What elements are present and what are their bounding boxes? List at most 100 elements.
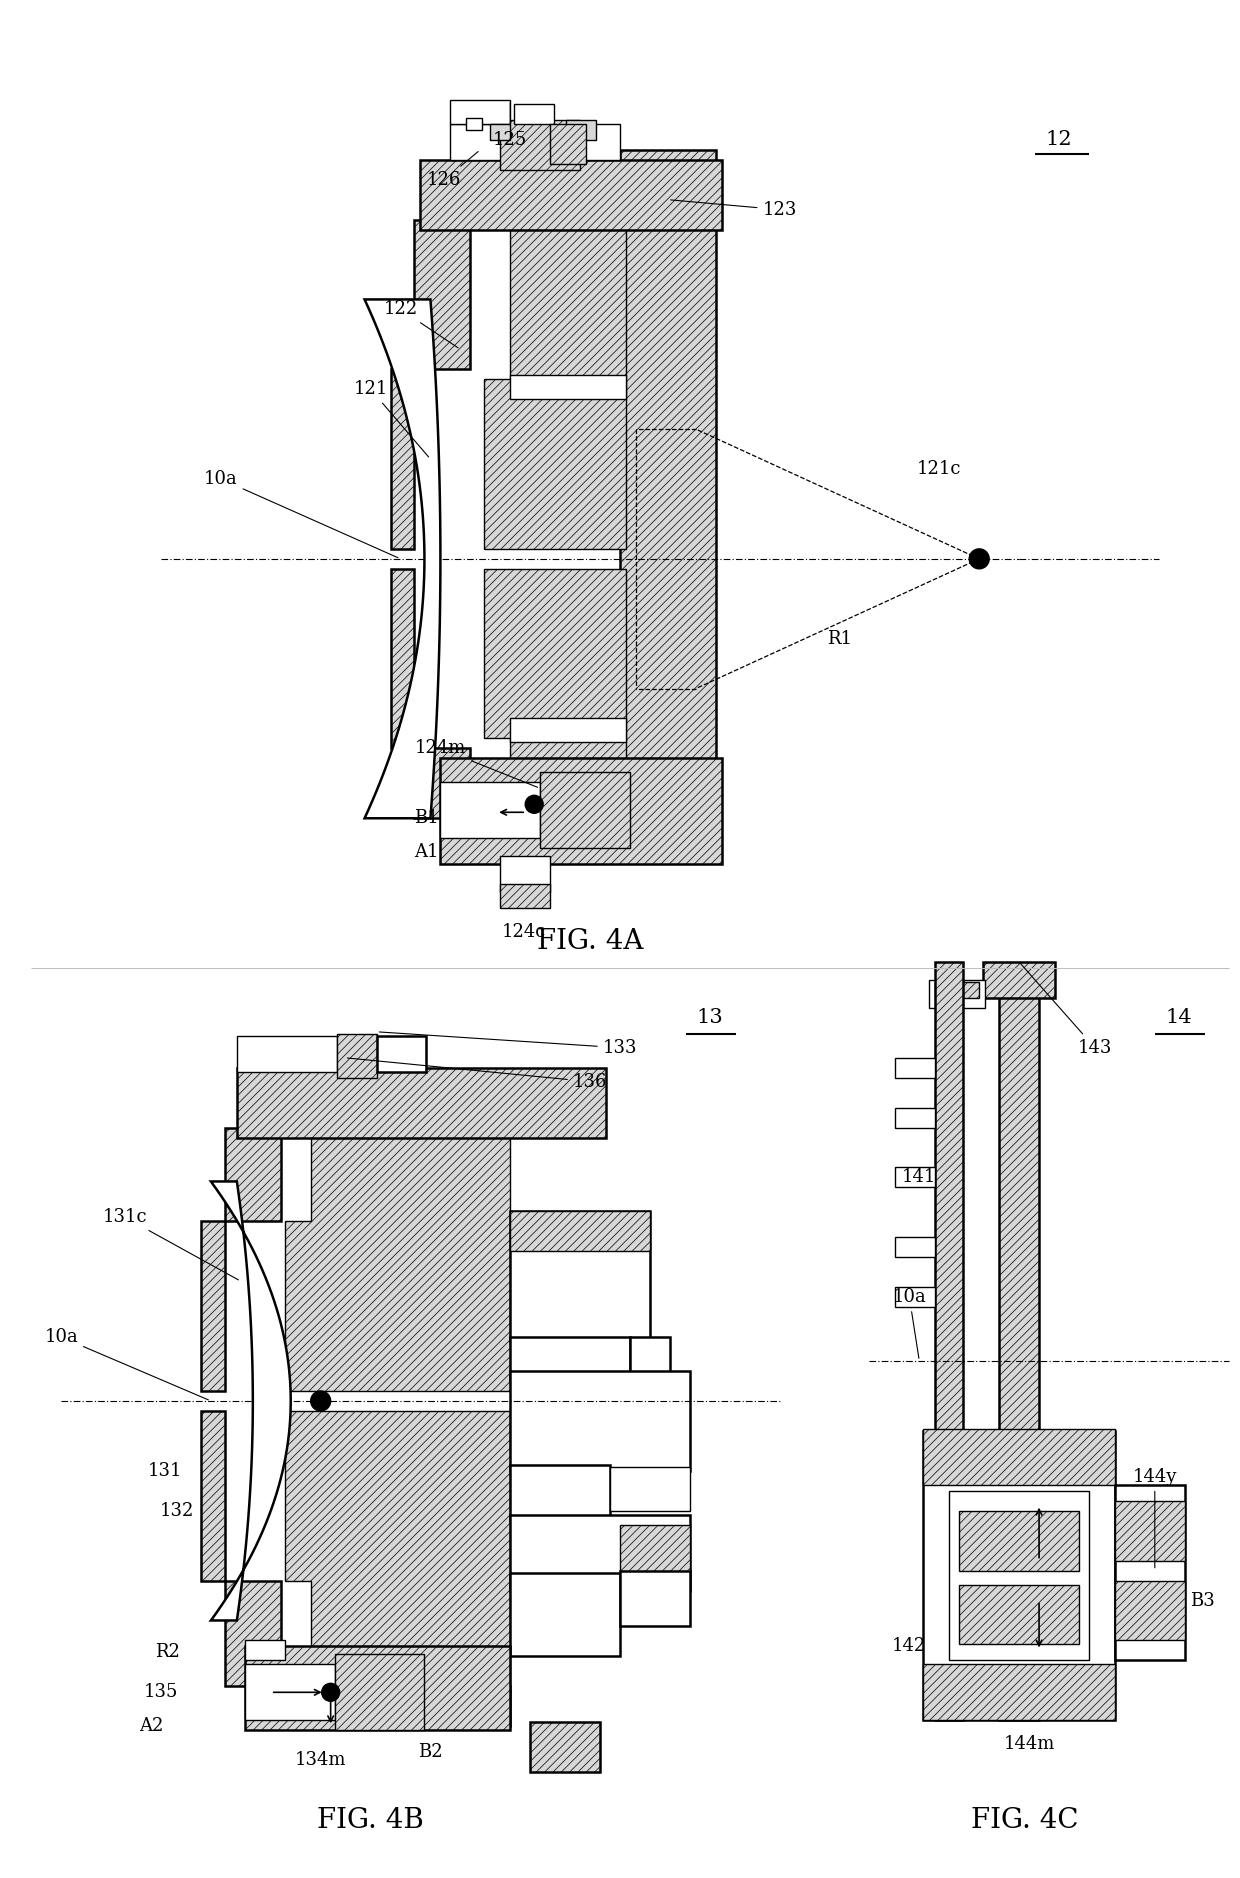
Bar [510,1516,689,1591]
Text: 13: 13 [697,1008,723,1027]
Bar [895,1108,935,1127]
Bar [983,962,1055,997]
Bar [510,1211,650,1341]
Circle shape [311,1392,331,1410]
Text: FIG. 4B: FIG. 4B [317,1807,424,1833]
Bar [935,962,963,1720]
Bar [929,980,986,1008]
Text: 124c: 124c [502,922,547,941]
Bar [510,1371,689,1470]
Text: 131: 131 [148,1461,182,1480]
Bar [510,719,626,742]
Bar [510,1211,650,1251]
Bar [620,1570,689,1626]
Text: 124m: 124m [414,740,538,787]
Text: A2: A2 [139,1716,164,1735]
Circle shape [321,1683,340,1701]
Bar [630,1337,670,1380]
Polygon shape [391,180,626,548]
Bar [377,1037,427,1072]
Text: 133: 133 [379,1033,637,1057]
Polygon shape [440,759,722,864]
Bar [335,1655,424,1730]
Bar [490,124,510,139]
Bar [466,118,482,130]
Circle shape [526,794,543,813]
Bar [567,120,596,139]
Text: 12: 12 [1045,130,1073,148]
Bar [924,1664,1115,1720]
Bar [1115,1501,1184,1561]
Bar [500,120,580,169]
Text: 121c: 121c [918,460,961,479]
Bar [610,1467,689,1510]
Polygon shape [391,569,626,858]
Bar [510,1337,630,1380]
Bar [541,772,630,849]
Bar [500,856,551,892]
Text: 143: 143 [1021,963,1112,1057]
Bar [450,100,510,124]
Text: 121: 121 [353,379,429,456]
Bar [551,124,587,163]
Bar [237,1069,606,1138]
Text: 132: 132 [160,1502,195,1519]
Bar [924,1429,1115,1485]
Bar [999,992,1039,1720]
Bar [960,1510,1079,1570]
Polygon shape [285,1127,510,1392]
Polygon shape [365,299,440,819]
Text: 131c: 131c [103,1208,238,1281]
Polygon shape [485,569,626,819]
Bar [935,982,980,997]
Bar [244,1639,285,1660]
Bar [1115,1581,1184,1639]
Bar [620,1525,689,1581]
Text: 134m: 134m [295,1750,346,1769]
Text: 10a: 10a [893,1288,926,1358]
Bar [960,1585,1079,1645]
Polygon shape [211,1181,290,1621]
Text: B3: B3 [1190,1591,1215,1609]
Bar [895,1238,935,1256]
Text: 144m: 144m [1003,1735,1055,1754]
Bar [515,103,554,124]
Bar [895,1057,935,1078]
Text: R1: R1 [827,629,852,648]
Bar [450,124,620,160]
Bar [440,783,541,838]
Bar [244,1664,335,1720]
Text: 126: 126 [428,152,479,188]
Bar [895,1168,935,1187]
Bar [510,376,626,400]
Text: 142: 142 [893,1638,926,1655]
Text: 14: 14 [1166,1008,1192,1027]
Bar [924,1431,1115,1720]
Bar [1115,1485,1184,1660]
Bar [620,150,715,858]
Bar [420,160,722,229]
Text: 123: 123 [671,199,797,218]
Bar [500,885,551,909]
Text: 141: 141 [903,1168,936,1187]
Text: 144y: 144y [1132,1469,1177,1568]
Bar [895,1286,935,1307]
Polygon shape [244,1647,510,1730]
Text: B1: B1 [414,809,439,828]
Bar [531,1722,600,1773]
Text: 10a: 10a [45,1328,208,1399]
Bar [237,1037,336,1072]
Polygon shape [485,220,626,548]
Bar [510,1572,620,1656]
Text: R2: R2 [155,1643,180,1662]
Polygon shape [285,1410,510,1686]
Text: 136: 136 [347,1057,608,1091]
Text: A1: A1 [414,843,439,862]
Text: 122: 122 [383,300,458,347]
Polygon shape [201,1410,510,1726]
Bar [510,1465,610,1521]
Text: B2: B2 [418,1743,443,1762]
Text: 135: 135 [144,1683,179,1701]
Text: 125: 125 [494,103,527,148]
Bar [950,1491,1089,1660]
